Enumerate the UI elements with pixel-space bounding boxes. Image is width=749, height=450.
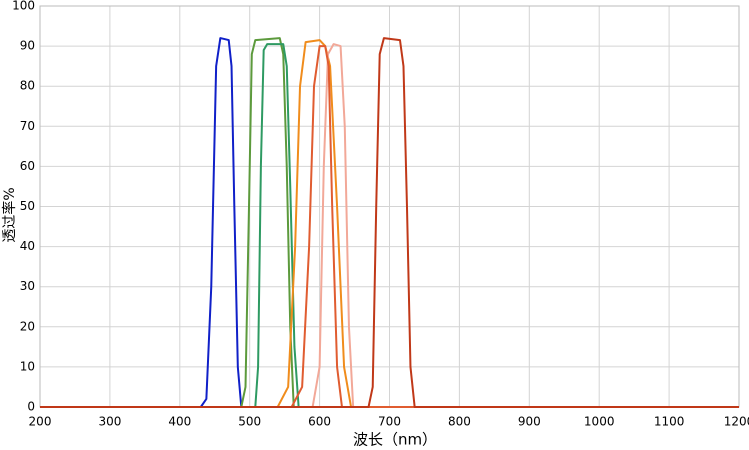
y-tick-label: 30 (20, 279, 35, 293)
y-tick-label: 10 (20, 359, 35, 373)
y-tick-label: 60 (20, 159, 35, 173)
x-tick-label: 1200 (724, 415, 749, 429)
x-tick-label: 800 (448, 415, 471, 429)
x-tick-label: 300 (98, 415, 121, 429)
y-tick-label: 20 (20, 319, 35, 333)
x-tick-label: 1100 (654, 415, 685, 429)
series-line (40, 43, 739, 408)
x-tick-label: 500 (238, 415, 261, 429)
y-tick-label: 50 (20, 199, 35, 213)
series-line (40, 37, 739, 408)
y-tick-label: 90 (20, 39, 35, 53)
x-tick-label: 1000 (584, 415, 615, 429)
series-line (40, 39, 739, 408)
x-tick-label: 900 (518, 415, 541, 429)
y-tick-label: 100 (12, 0, 35, 13)
x-tick-label: 400 (168, 415, 191, 429)
y-axis-label: 透过率% (1, 187, 18, 242)
y-tick-label: 80 (20, 79, 35, 93)
series-line (40, 45, 739, 408)
y-tick-label: 70 (20, 119, 35, 133)
x-axis-label: 波长（nm） (353, 431, 437, 449)
series-line (40, 43, 739, 408)
y-tick-label: 40 (20, 239, 35, 253)
x-tick-label: 600 (308, 415, 331, 429)
y-tick-label: 0 (27, 400, 35, 414)
x-tick-label: 200 (29, 415, 52, 429)
series-line (40, 37, 739, 408)
x-tick-label: 700 (378, 415, 401, 429)
